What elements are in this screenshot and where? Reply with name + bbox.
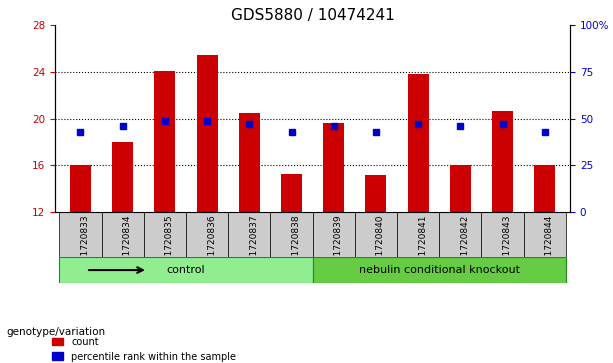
Text: control: control — [167, 265, 205, 275]
FancyBboxPatch shape — [313, 257, 566, 283]
Text: GSM1720836: GSM1720836 — [207, 215, 216, 275]
Legend: count, percentile rank within the sample: count, percentile rank within the sample — [48, 333, 240, 363]
Bar — [323, 123, 345, 212]
Text: GSM1720842: GSM1720842 — [460, 215, 470, 275]
Text: GSM1720834: GSM1720834 — [123, 215, 132, 275]
Text: genotype/variation: genotype/variation — [6, 327, 105, 337]
Bar — [365, 175, 386, 212]
Bar — [197, 54, 218, 212]
FancyBboxPatch shape — [270, 212, 313, 257]
FancyBboxPatch shape — [102, 212, 144, 257]
FancyBboxPatch shape — [481, 212, 524, 257]
Bar — [239, 113, 260, 212]
Bar — [492, 111, 513, 212]
Text: GSM1720844: GSM1720844 — [545, 215, 554, 275]
Bar — [281, 174, 302, 212]
Text: GSM1720843: GSM1720843 — [503, 215, 512, 275]
Text: GSM1720833: GSM1720833 — [80, 215, 89, 275]
FancyBboxPatch shape — [440, 212, 481, 257]
Text: GSM1720837: GSM1720837 — [249, 215, 258, 275]
FancyBboxPatch shape — [313, 212, 355, 257]
Text: GSM1720838: GSM1720838 — [292, 215, 300, 275]
Text: GSM1720839: GSM1720839 — [333, 215, 343, 275]
FancyBboxPatch shape — [355, 212, 397, 257]
Text: nebulin conditional knockout: nebulin conditional knockout — [359, 265, 520, 275]
FancyBboxPatch shape — [228, 212, 270, 257]
Text: GSM1720840: GSM1720840 — [376, 215, 385, 275]
Title: GDS5880 / 10474241: GDS5880 / 10474241 — [230, 8, 395, 23]
Bar — [154, 71, 175, 212]
Bar — [112, 142, 133, 212]
FancyBboxPatch shape — [59, 257, 313, 283]
Bar — [450, 166, 471, 212]
Bar — [408, 74, 428, 212]
Text: GSM1720841: GSM1720841 — [418, 215, 427, 275]
FancyBboxPatch shape — [524, 212, 566, 257]
FancyBboxPatch shape — [397, 212, 440, 257]
FancyBboxPatch shape — [186, 212, 228, 257]
Bar — [70, 166, 91, 212]
Text: GSM1720835: GSM1720835 — [165, 215, 174, 275]
Bar — [534, 166, 555, 212]
FancyBboxPatch shape — [144, 212, 186, 257]
FancyBboxPatch shape — [59, 212, 102, 257]
